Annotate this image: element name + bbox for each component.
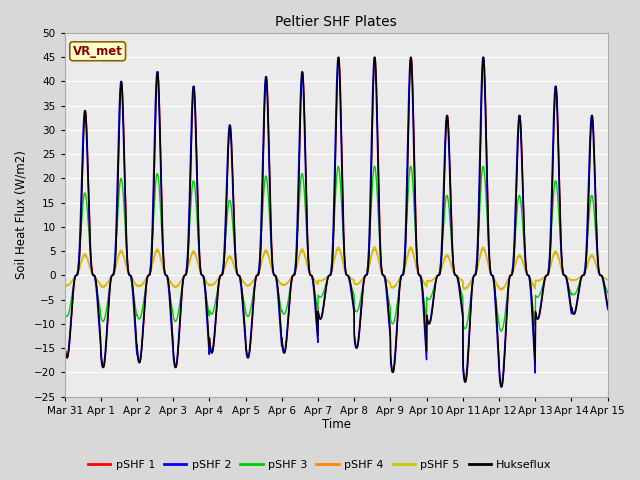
pSHF 2 bbox=[352, 345, 360, 350]
Line: pSHF 4: pSHF 4 bbox=[65, 249, 608, 289]
Line: pSHF 3: pSHF 3 bbox=[65, 166, 608, 331]
pSHF 3 bbox=[604, 290, 612, 296]
Line: Hukseflux: Hukseflux bbox=[65, 57, 608, 387]
pSHF 1 bbox=[604, 304, 612, 310]
pSHF 4 bbox=[61, 282, 68, 288]
Line: pSHF 5: pSHF 5 bbox=[65, 247, 608, 290]
pSHF 4 bbox=[212, 279, 220, 285]
pSHF 1 bbox=[364, 270, 371, 276]
pSHF 2 bbox=[572, 308, 579, 313]
pSHF 5 bbox=[352, 282, 360, 288]
pSHF 4 bbox=[352, 281, 360, 287]
Hukseflux bbox=[604, 303, 612, 309]
pSHF 3 bbox=[61, 310, 68, 315]
pSHF 5 bbox=[604, 277, 612, 283]
Y-axis label: Soil Heat Flux (W/m2): Soil Heat Flux (W/m2) bbox=[15, 150, 28, 279]
pSHF 2 bbox=[61, 345, 68, 351]
pSHF 5 bbox=[212, 279, 220, 285]
pSHF 3 bbox=[494, 314, 502, 320]
pSHF 5 bbox=[407, 244, 415, 250]
pSHF 1 bbox=[212, 316, 220, 322]
pSHF 3 bbox=[352, 308, 360, 314]
Hukseflux bbox=[364, 271, 371, 276]
Title: Peltier SHF Plates: Peltier SHF Plates bbox=[275, 15, 397, 29]
Line: pSHF 2: pSHF 2 bbox=[65, 57, 608, 387]
pSHF 4 bbox=[494, 283, 502, 289]
pSHF 1 bbox=[61, 339, 68, 345]
pSHF 2 bbox=[604, 307, 612, 312]
pSHF 2 bbox=[364, 266, 371, 272]
pSHF 4 bbox=[604, 277, 612, 283]
pSHF 2 bbox=[494, 351, 502, 357]
Hukseflux bbox=[352, 342, 360, 348]
Hukseflux bbox=[572, 309, 579, 315]
Legend: pSHF 1, pSHF 2, pSHF 3, pSHF 4, pSHF 5, Hukseflux: pSHF 1, pSHF 2, pSHF 3, pSHF 4, pSHF 5, … bbox=[84, 456, 556, 474]
pSHF 3 bbox=[572, 291, 579, 297]
pSHF 5 bbox=[497, 287, 505, 293]
Hukseflux bbox=[61, 338, 68, 344]
Hukseflux bbox=[494, 339, 502, 345]
Line: pSHF 1: pSHF 1 bbox=[65, 57, 608, 387]
pSHF 1 bbox=[494, 341, 502, 347]
Hukseflux bbox=[556, 212, 564, 217]
pSHF 4 bbox=[497, 286, 505, 292]
pSHF 1 bbox=[572, 310, 579, 315]
pSHF 1 bbox=[556, 206, 564, 212]
pSHF 1 bbox=[352, 342, 360, 348]
pSHF 2 bbox=[556, 225, 564, 230]
Hukseflux bbox=[498, 384, 506, 390]
pSHF 4 bbox=[556, 262, 564, 267]
pSHF 5 bbox=[364, 269, 371, 275]
pSHF 3 bbox=[497, 328, 505, 334]
pSHF 5 bbox=[494, 284, 502, 289]
Text: VR_met: VR_met bbox=[73, 45, 123, 58]
pSHF 1 bbox=[498, 384, 506, 390]
pSHF 3 bbox=[364, 265, 371, 271]
pSHF 4 bbox=[364, 269, 371, 275]
pSHF 5 bbox=[61, 282, 68, 288]
pSHF 3 bbox=[407, 163, 415, 169]
pSHF 2 bbox=[479, 54, 487, 60]
Hukseflux bbox=[479, 54, 487, 60]
pSHF 5 bbox=[572, 277, 579, 283]
pSHF 2 bbox=[497, 384, 505, 390]
pSHF 3 bbox=[212, 296, 220, 302]
pSHF 4 bbox=[572, 277, 579, 283]
pSHF 2 bbox=[212, 309, 220, 314]
Hukseflux bbox=[212, 314, 220, 320]
X-axis label: Time: Time bbox=[322, 419, 351, 432]
pSHF 1 bbox=[479, 54, 487, 60]
pSHF 3 bbox=[556, 234, 564, 240]
pSHF 5 bbox=[556, 261, 564, 266]
pSHF 4 bbox=[407, 246, 415, 252]
